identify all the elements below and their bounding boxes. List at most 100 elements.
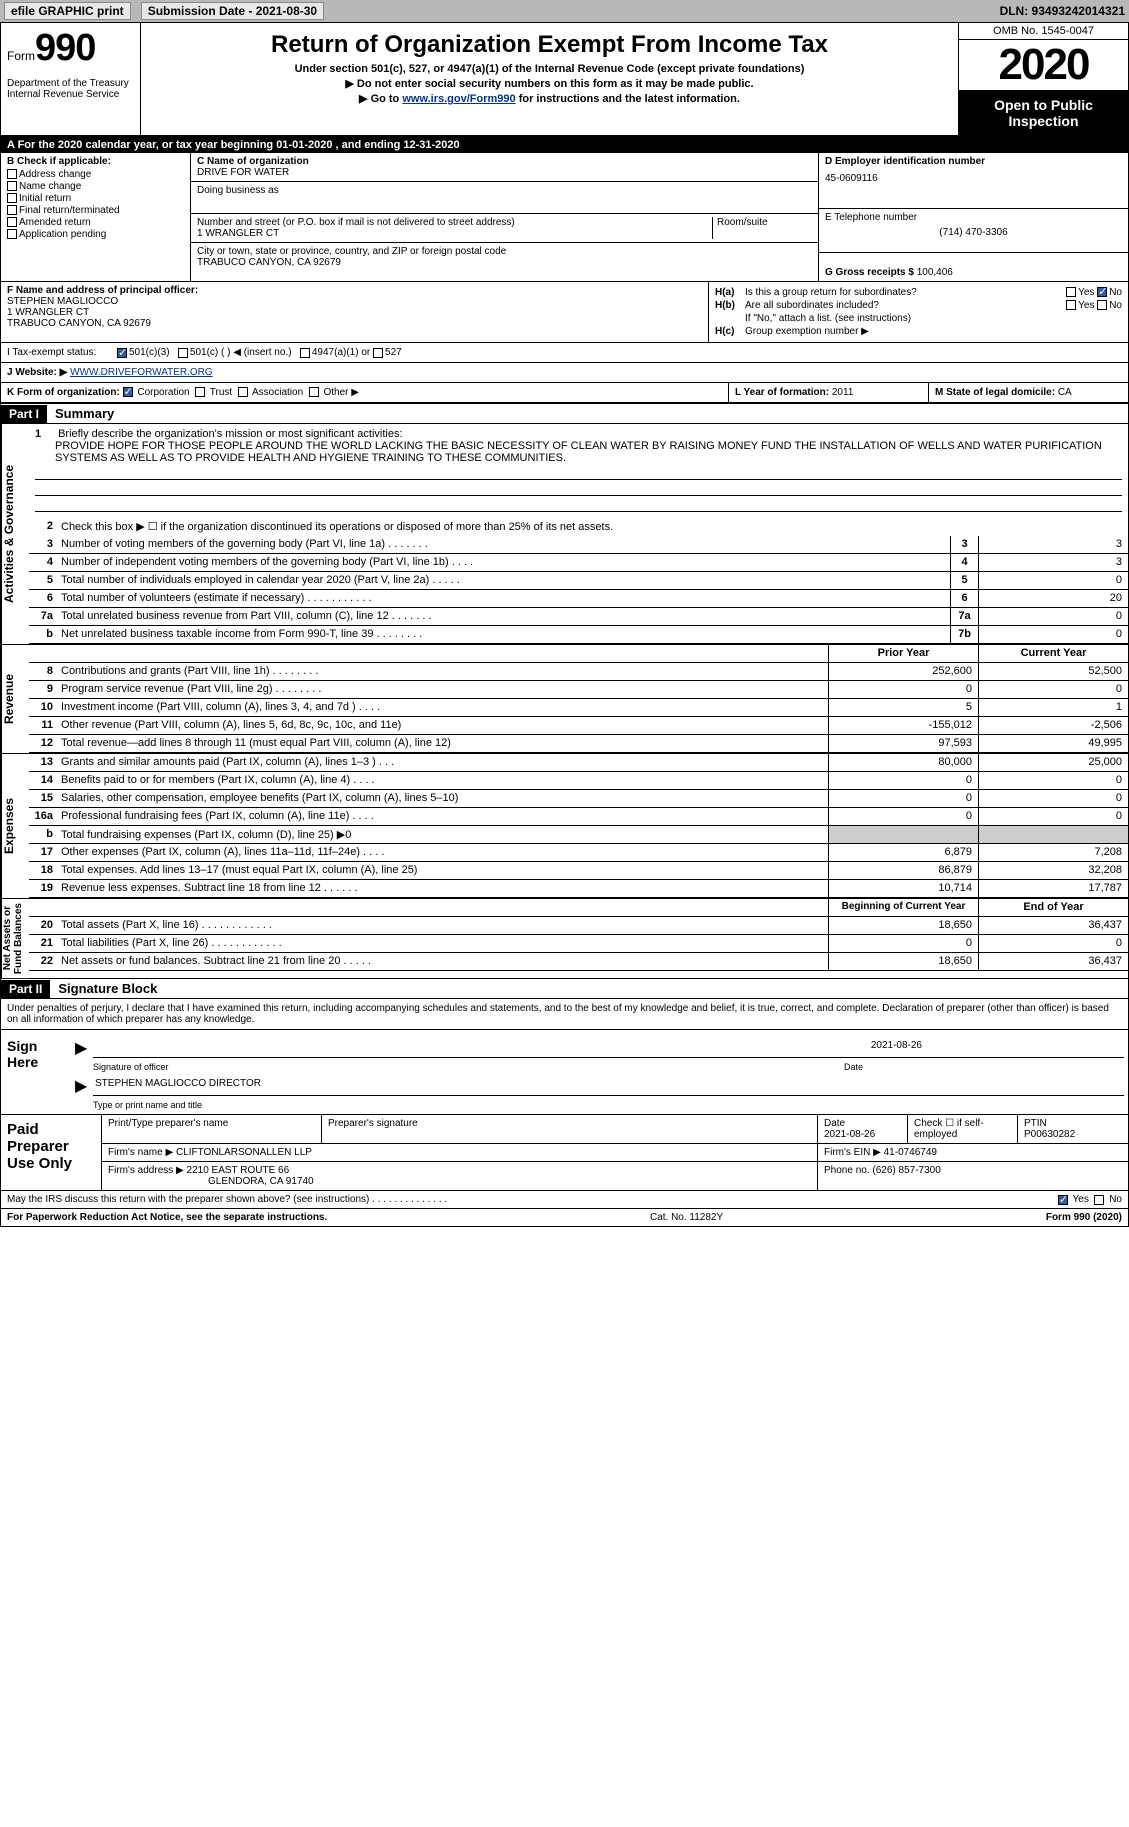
paperwork-notice: For Paperwork Reduction Act Notice, see … [7,1212,327,1223]
checkbox-no-checked[interactable] [1097,287,1107,297]
line-text: Number of voting members of the governin… [57,536,950,553]
efile-button[interactable]: efile GRAPHIC print [4,2,131,20]
prior-value: 80,000 [828,754,978,771]
k-opt: Association [252,387,303,398]
officer-addr1: 1 WRANGLER CT [7,307,702,318]
signature-intro: Under penalties of perjury, I declare th… [1,999,1128,1030]
b-item: Application pending [19,229,106,240]
prior-value: 97,593 [828,735,978,752]
checkbox[interactable] [300,348,310,358]
checkbox[interactable] [7,169,17,179]
i-opt: 527 [385,347,402,358]
checkbox-no[interactable] [1097,300,1107,310]
line-num: 4 [29,554,57,571]
paid-preparer-section: Paid Preparer Use Only Print/Type prepar… [1,1115,1128,1191]
line-text: Program service revenue (Part VIII, line… [57,681,828,698]
city-value: TRABUCO CANYON, CA 92679 [197,257,812,268]
dba-label: Doing business as [197,185,812,196]
street-value: 1 WRANGLER CT [197,228,712,239]
checkbox[interactable] [238,387,248,397]
gross-value: 100,406 [917,267,953,278]
checkbox-yes-checked[interactable] [1058,1195,1068,1205]
line-box: 3 [950,536,978,553]
checkbox-no[interactable] [1094,1195,1104,1205]
org-name: DRIVE FOR WATER [197,167,812,178]
form-number: 990 [35,27,95,69]
ein-value: 45-0609116 [825,173,1122,184]
line-num: b [29,626,57,643]
form-990: Form990 Department of the Treasury Inter… [0,22,1129,1227]
current-value: 0 [978,808,1128,825]
line-num: 20 [29,917,57,934]
line-num: 13 [29,754,57,771]
line-value: 0 [978,608,1128,625]
city-label: City or town, state or province, country… [197,246,812,257]
checkbox-corp-checked[interactable] [123,387,133,397]
side-label-expenses: Expenses [1,754,29,898]
current-value: 25,000 [978,754,1128,771]
line-text: Total liabilities (Part X, line 26) . . … [57,935,828,952]
form-header: Form990 Department of the Treasury Inter… [1,23,1128,137]
firm-name-label: Firm's name ▶ [108,1147,173,1158]
current-value: 0 [978,681,1128,698]
officer-name-title: STEPHEN MAGLIOCCO DIRECTOR [93,1076,1124,1096]
line-box: 7a [950,608,978,625]
checkbox-501c3-checked[interactable] [117,348,127,358]
k-label: K Form of organization: [7,387,120,398]
footer: For Paperwork Reduction Act Notice, see … [1,1208,1128,1226]
k-opt: Trust [210,387,232,398]
mission-text: PROVIDE HOPE FOR THOSE PEOPLE AROUND THE… [35,440,1122,464]
firm-ein-label: Firm's EIN ▶ [824,1147,881,1158]
form-label: Form [7,49,35,63]
part1-expenses: Expenses 13Grants and similar amounts pa… [1,753,1128,898]
part2-header: Part II Signature Block [1,978,1128,999]
checkbox-yes[interactable] [1066,287,1076,297]
checkbox[interactable] [7,193,17,203]
line-num: 14 [29,772,57,789]
col-current: Current Year [978,645,1128,662]
checkbox[interactable] [7,205,17,215]
instructions-link[interactable]: www.irs.gov/Form990 [402,93,515,105]
hb-text: Are all subordinates included? [745,300,1012,311]
line-text: Investment income (Part VIII, column (A)… [57,699,828,716]
i-opt: 4947(a)(1) or [312,347,370,358]
checkbox[interactable] [7,181,17,191]
ha-text: Is this a group return for subordinates? [745,287,1012,298]
ptin-label: PTIN [1024,1118,1122,1129]
line-text: Contributions and grants (Part VIII, lin… [57,663,828,680]
i-opt: 501(c) ( ) ◀ (insert no.) [190,347,292,358]
current-value [978,826,1128,843]
line-j: J Website: ▶ WWW.DRIVEFORWATER.ORG [1,363,1128,383]
no-label: No [1109,1194,1122,1205]
checkbox-yes[interactable] [1066,300,1076,310]
checkbox[interactable] [373,348,383,358]
hc-label: H(c) [715,326,745,337]
checkbox[interactable] [7,217,17,227]
ptin-value: P00630282 [1024,1129,1122,1140]
line-text: Benefits paid to or for members (Part IX… [57,772,828,789]
part1-netassets: Net Assets or Fund Balances Beginning of… [1,898,1128,978]
line-a: A For the 2020 calendar year, or tax yea… [1,137,1128,153]
firm-phone-label: Phone no. [824,1165,870,1176]
m-label: M State of legal domicile: [935,387,1055,398]
section-f-h: F Name and address of principal officer:… [1,282,1128,343]
current-value: 32,208 [978,862,1128,879]
website-link[interactable]: WWW.DRIVEFORWATER.ORG [70,367,213,378]
sig-date-value: 2021-08-26 [95,1040,1122,1051]
l-label: L Year of formation: [735,387,829,398]
officer-addr2: TRABUCO CANYON, CA 92679 [7,318,702,329]
i-label: I Tax-exempt status: [7,347,117,358]
checkbox[interactable] [195,387,205,397]
ha-label: H(a) [715,287,745,298]
current-value: 52,500 [978,663,1128,680]
firm-name: CLIFTONLARSONALLEN LLP [176,1147,312,1158]
line-box: 4 [950,554,978,571]
checkbox[interactable] [7,229,17,239]
line-k-l-m: K Form of organization: Corporation Trus… [1,383,1128,404]
checkbox[interactable] [309,387,319,397]
j-label: J Website: ▶ [7,367,67,378]
line-num: b [29,826,57,843]
checkbox[interactable] [178,348,188,358]
prep-sig-label: Preparer's signature [322,1115,818,1143]
k-opt: Corporation [137,387,189,398]
